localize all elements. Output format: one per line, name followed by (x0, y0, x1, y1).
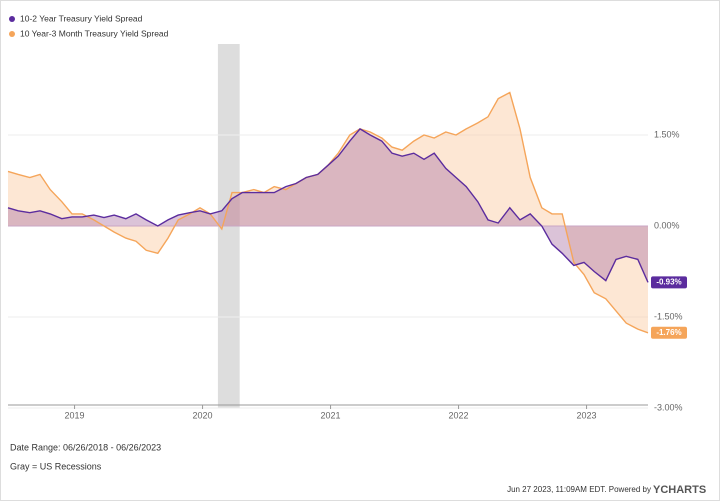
y-tick-label: -1.50% (654, 311, 683, 321)
brand: YCHARTS (653, 484, 706, 496)
legend-label: 10-2 Year Treasury Yield Spread (20, 13, 143, 23)
y-tick-label: -3.00% (654, 402, 683, 412)
end-label-box (651, 276, 687, 289)
x-tick-label: 2022 (449, 410, 469, 420)
legend-marker (9, 16, 15, 22)
series-line (7, 127, 649, 283)
footer: Jun 27 2023, 11:09AM EDT. Powered by (507, 485, 651, 494)
x-tick-label: 2020 (193, 410, 213, 420)
series-area (8, 92, 648, 333)
y-tick-label: 1.50% (654, 129, 680, 139)
x-tick-label: 2023 (577, 410, 597, 420)
legend-label: 10 Year-3 Month Treasury Yield Spread (20, 28, 169, 38)
y-tick-label: 0.00% (654, 220, 680, 230)
end-label: -0.93% (656, 278, 681, 287)
end-label: -1.76% (656, 328, 681, 337)
end-label-box (651, 326, 687, 339)
date-range: Date Range: 06/26/2018 - 06/26/2023 (10, 442, 161, 452)
legend-marker (9, 31, 15, 37)
series-area (8, 128, 648, 283)
recession-note: Gray = US Recessions (10, 461, 102, 471)
x-tick-label: 2021 (321, 410, 341, 420)
x-tick-label: 2019 (65, 410, 85, 420)
